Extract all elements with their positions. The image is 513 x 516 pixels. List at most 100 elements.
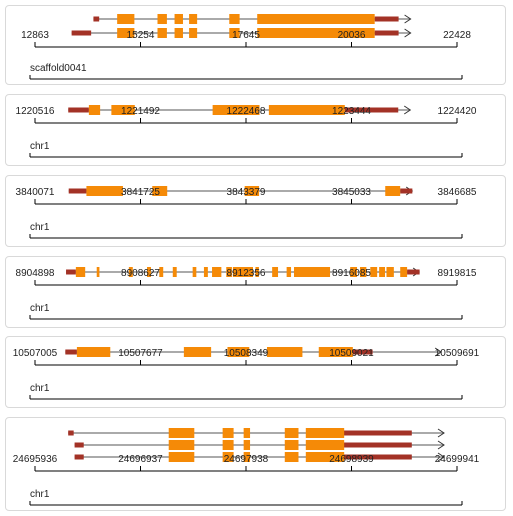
gene-track: 24695936 24696937 24697938 24698939 24699941… xyxy=(13,428,480,506)
exon xyxy=(174,28,183,38)
transcript xyxy=(68,428,445,438)
tick-label: 24697938 xyxy=(224,454,269,465)
utr-5 xyxy=(66,269,76,275)
exon xyxy=(222,452,234,462)
exon xyxy=(243,452,251,462)
exon xyxy=(192,267,197,277)
exon xyxy=(379,267,386,277)
tick-label: 3845033 xyxy=(332,187,371,198)
exon xyxy=(318,347,353,357)
strand-arrow xyxy=(437,428,445,438)
exon xyxy=(243,440,251,450)
exon xyxy=(284,452,299,462)
utr-3 xyxy=(340,442,412,448)
tick-label: 1224420 xyxy=(438,106,477,117)
strand-arrow xyxy=(437,440,445,450)
tick-label: 1223444 xyxy=(332,106,371,117)
exon xyxy=(189,28,198,38)
tick-label: 24696937 xyxy=(118,454,163,465)
utr-5 xyxy=(71,30,92,36)
exon xyxy=(128,267,133,277)
transcript xyxy=(74,440,445,450)
exon xyxy=(111,105,135,115)
transcript xyxy=(65,347,443,357)
exon xyxy=(266,347,303,357)
tick-label: 3841725 xyxy=(121,187,160,198)
tick-label: 10507677 xyxy=(118,348,163,359)
gene-panel-chr1-10507005: 10507005 10507677 10508349 10509021 10509691… xyxy=(5,336,506,408)
transcript xyxy=(93,14,412,24)
tick-label: 3843379 xyxy=(227,187,266,198)
gene-track: 10507005 10507677 10508349 10509021 10509691… xyxy=(13,347,480,400)
exon xyxy=(255,267,259,277)
exon xyxy=(243,428,251,438)
exon xyxy=(174,14,183,24)
strand-arrow xyxy=(404,28,412,38)
exon xyxy=(212,105,260,115)
exon xyxy=(96,267,100,277)
gene-panel-chr1-24695936: 24695936 24696937 24697938 24698939 24699941… xyxy=(5,417,506,511)
chromosome-label: scaffold0041 xyxy=(30,63,87,74)
tick-label: 24695936 xyxy=(13,454,58,465)
exon xyxy=(305,452,345,462)
exon xyxy=(168,428,195,438)
exon xyxy=(157,14,167,24)
tick-label: 1221492 xyxy=(121,106,160,117)
exon xyxy=(88,105,101,115)
tick-label: 8916085 xyxy=(332,268,371,279)
exon xyxy=(212,267,222,277)
transcript xyxy=(66,267,420,277)
exon xyxy=(76,347,111,357)
tick-label: 8912356 xyxy=(227,268,266,279)
exon xyxy=(222,440,234,450)
utr-3 xyxy=(407,269,420,275)
exon xyxy=(370,267,378,277)
exon xyxy=(168,440,195,450)
tick-label: 10508349 xyxy=(224,348,269,359)
exon xyxy=(359,267,367,277)
tick-label: 1220516 xyxy=(16,106,55,117)
exon xyxy=(117,28,135,38)
exon xyxy=(226,267,232,277)
exon xyxy=(227,347,250,357)
strand-arrow xyxy=(403,105,412,115)
exon xyxy=(257,14,375,24)
tick-label: 10509021 xyxy=(329,348,374,359)
exon xyxy=(75,267,86,277)
exon xyxy=(183,347,212,357)
exon xyxy=(268,105,345,115)
exon xyxy=(159,267,164,277)
exon xyxy=(293,267,331,277)
utr-5 xyxy=(93,16,100,22)
utr-5 xyxy=(74,454,84,460)
exon xyxy=(229,28,240,38)
tick-label: 3846685 xyxy=(438,187,477,198)
exon xyxy=(157,28,167,38)
utr-3 xyxy=(340,430,412,436)
exon xyxy=(189,14,198,24)
exon xyxy=(244,186,260,196)
utr-5 xyxy=(68,430,74,436)
exon xyxy=(232,267,254,277)
transcript xyxy=(68,105,412,115)
transcript xyxy=(71,28,412,38)
exon xyxy=(168,452,195,462)
utr-5 xyxy=(74,442,84,448)
chromosome-label: chr1 xyxy=(30,489,50,500)
gene-track: 8904898 8908627 8912356 8916085 8919815 chr1 xyxy=(16,267,477,320)
exon xyxy=(286,267,292,277)
gene-panel-chr1-3840071: 3840071 3841725 3843379 3845033 3846685 chr1 xyxy=(5,175,506,247)
transcript xyxy=(74,452,445,462)
utr-5 xyxy=(65,349,77,355)
exon xyxy=(305,428,345,438)
exon xyxy=(386,267,394,277)
exon xyxy=(284,440,299,450)
tick-label: 10507005 xyxy=(13,348,58,359)
exon xyxy=(203,267,208,277)
exon xyxy=(117,14,135,24)
exon xyxy=(350,267,358,277)
tick-label: 20036 xyxy=(338,30,366,41)
chromosome-label: chr1 xyxy=(30,222,50,233)
utr-3 xyxy=(352,349,373,355)
utr-5 xyxy=(68,188,87,194)
